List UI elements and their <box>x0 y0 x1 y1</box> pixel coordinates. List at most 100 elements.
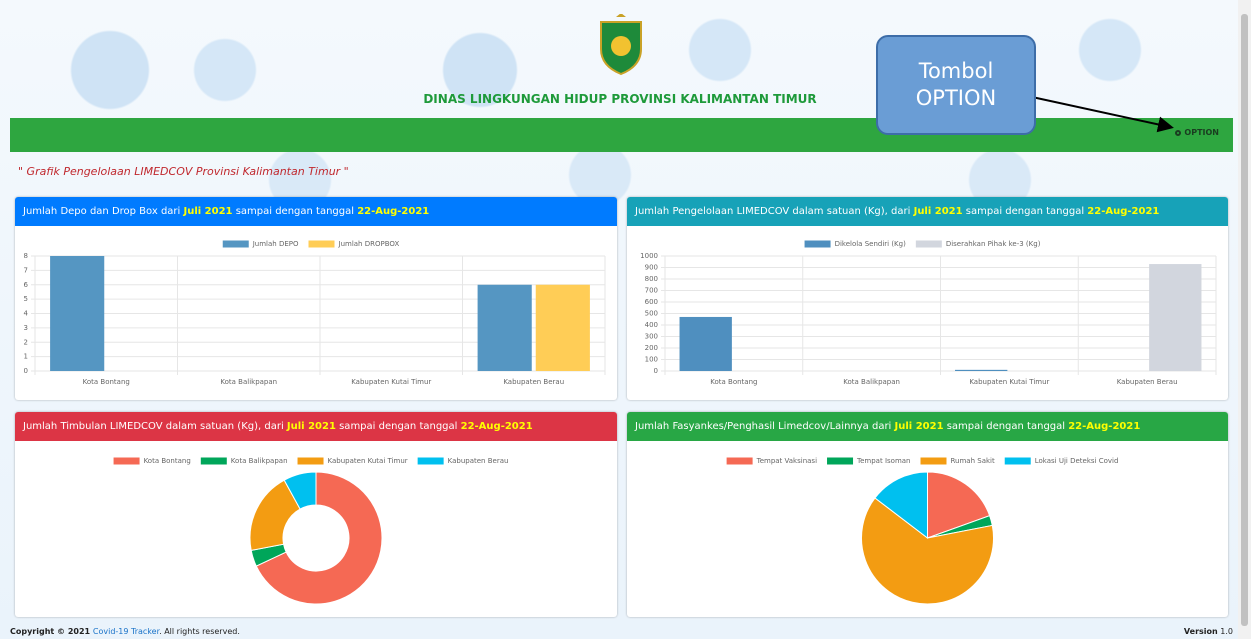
panel-title: Jumlah Timbulan LIMEDCOV dalam satuan (K… <box>23 421 287 432</box>
panel: Jumlah Depo dan Drop Box dari Juli 2021 … <box>15 197 617 400</box>
panel-title: sampai dengan tanggal <box>944 421 1069 432</box>
y-tick-label: 200 <box>645 344 658 352</box>
panel-title: Juli 2021 <box>184 206 233 217</box>
logo <box>596 14 646 76</box>
y-tick-label: 2 <box>24 338 28 346</box>
panel-title: 22-Aug-2021 <box>357 206 429 217</box>
callout-line: Tombol <box>919 58 994 85</box>
panel-title: Juli 2021 <box>287 421 336 432</box>
legend-label: Lokasi Uji Deteksi Covid <box>1035 457 1119 465</box>
y-tick-label: 0 <box>654 367 658 375</box>
version: 1.0 <box>1220 627 1233 636</box>
panel-title: Juli 2021 <box>895 421 944 432</box>
callout-arrow <box>1020 85 1190 145</box>
x-tick-label: Kabupaten Kutai Timur <box>351 378 431 386</box>
legend-label: Jumlah DROPBOX <box>338 240 400 248</box>
bar <box>536 285 590 371</box>
panel: Jumlah Fasyankes/Penghasil Limedcov/Lain… <box>627 412 1228 617</box>
panel-title: sampai dengan tanggal <box>963 206 1088 217</box>
legend-label: Tempat Vaksinasi <box>756 457 817 465</box>
x-tick-label: Kota Balikpapan <box>220 378 277 386</box>
panel-title: sampai dengan tanggal <box>336 421 461 432</box>
legend-swatch <box>298 458 324 465</box>
panel-title: 22-Aug-2021 <box>1068 421 1140 432</box>
panel-title: Juli 2021 <box>914 206 963 217</box>
legend-swatch <box>805 241 831 248</box>
chart: Dikelola Sendiri (Kg) Diserahkan Pihak ke… <box>627 226 1228 400</box>
legend-swatch <box>827 458 853 465</box>
y-tick-label: 0 <box>24 367 28 375</box>
legend-swatch <box>916 241 942 248</box>
panel-title: 22-Aug-2021 <box>461 421 533 432</box>
chart: Jumlah DEPO Jumlah DROPBOX 0 1 2 3 4 5 6 7 8 Kota B… <box>15 226 617 400</box>
version-label: Version <box>1184 627 1218 636</box>
footer-link[interactable]: Covid-19 Tracker <box>93 627 159 636</box>
chart: Kota Bontang Kota Balikpapan Kabupaten Kut… <box>15 441 617 617</box>
y-tick-label: 3 <box>24 324 28 332</box>
panel-title: Jumlah Depo dan Drop Box dari <box>23 206 184 217</box>
y-tick-label: 6 <box>24 281 29 289</box>
legend-swatch <box>309 241 335 248</box>
x-tick-label: Kota Bontang <box>710 378 757 386</box>
y-tick-label: 7 <box>24 266 28 274</box>
y-tick-label: 500 <box>645 310 658 318</box>
y-tick-label: 1000 <box>640 252 658 260</box>
legend-swatch <box>1005 458 1031 465</box>
callout: Tombol OPTION <box>876 35 1036 135</box>
scrollbar-thumb[interactable] <box>1241 14 1248 626</box>
legend-label: Kota Bontang <box>144 457 191 465</box>
panel-header: Jumlah Fasyankes/Penghasil Limedcov/Lain… <box>627 412 1228 441</box>
y-tick-label: 4 <box>24 310 29 318</box>
y-tick-label: 5 <box>24 295 28 303</box>
bar <box>680 317 732 371</box>
panel-title: Jumlah Pengelolaan LIMEDCOV dalam satuan… <box>635 206 914 217</box>
y-tick-label: 900 <box>645 264 658 272</box>
x-tick-label: Kota Bontang <box>83 378 130 386</box>
legend-swatch <box>201 458 227 465</box>
bar <box>478 285 532 371</box>
x-tick-label: Kota Balikpapan <box>843 378 900 386</box>
y-tick-label: 800 <box>645 275 658 283</box>
footer-right: Version 1.0 <box>1184 627 1233 636</box>
copyright: Copyright © 2021 <box>10 627 93 636</box>
legend-label: Rumah Sakit <box>951 457 995 465</box>
legend-label: Dikelola Sendiri (Kg) <box>835 240 907 248</box>
page: {"header": {"title": "DINAS LINGKUNGAN H… <box>0 0 1251 639</box>
panel-title: Jumlah Fasyankes/Penghasil Limedcov/Lain… <box>635 421 895 432</box>
panel-header: Jumlah Pengelolaan LIMEDCOV dalam satuan… <box>627 197 1228 226</box>
x-tick-label: Kabupaten Kutai Timur <box>969 378 1049 386</box>
legend-label: Kota Balikpapan <box>231 457 288 465</box>
bar <box>955 370 1007 371</box>
y-tick-label: 600 <box>645 298 658 306</box>
legend-swatch <box>223 241 249 248</box>
legend-label: Kabupaten Kutai Timur <box>328 457 408 465</box>
panel-title: sampai dengan tanggal <box>233 206 358 217</box>
bar <box>50 256 104 371</box>
panel-header: Jumlah Timbulan LIMEDCOV dalam satuan (K… <box>15 412 617 441</box>
page-subtitle: " Grafik Pengelolaan LIMEDCOV Provinsi K… <box>18 165 349 178</box>
bar <box>1149 264 1201 371</box>
x-tick-label: Kabupaten Berau <box>1117 378 1178 386</box>
callout-line: OPTION <box>916 85 996 112</box>
y-tick-label: 8 <box>24 252 28 260</box>
y-tick-label: 700 <box>645 287 658 295</box>
panel-header: Jumlah Depo dan Drop Box dari Juli 2021 … <box>15 197 617 226</box>
legend-label: Tempat Isoman <box>856 457 910 465</box>
legend-swatch <box>418 458 444 465</box>
legend-label: Jumlah DEPO <box>252 240 299 248</box>
y-tick-label: 300 <box>645 333 658 341</box>
x-tick-label: Kabupaten Berau <box>503 378 564 386</box>
rights: . All rights reserved. <box>159 627 240 636</box>
legend-swatch <box>727 458 753 465</box>
panel-title: 22-Aug-2021 <box>1087 206 1159 217</box>
legend-label: Diserahkan Pihak ke-3 (Kg) <box>946 240 1041 248</box>
panel: Jumlah Pengelolaan LIMEDCOV dalam satuan… <box>627 197 1228 400</box>
chart: Tempat Vaksinasi Tempat Isoman Rumah Sakit… <box>627 441 1228 617</box>
legend-swatch <box>921 458 947 465</box>
footer-left: Copyright © 2021 Covid-19 Tracker. All r… <box>10 627 240 636</box>
y-tick-label: 400 <box>645 321 658 329</box>
y-tick-label: 1 <box>24 353 28 361</box>
panel: Jumlah Timbulan LIMEDCOV dalam satuan (K… <box>15 412 617 617</box>
y-tick-label: 100 <box>645 356 658 364</box>
legend-label: Kabupaten Berau <box>448 457 509 465</box>
